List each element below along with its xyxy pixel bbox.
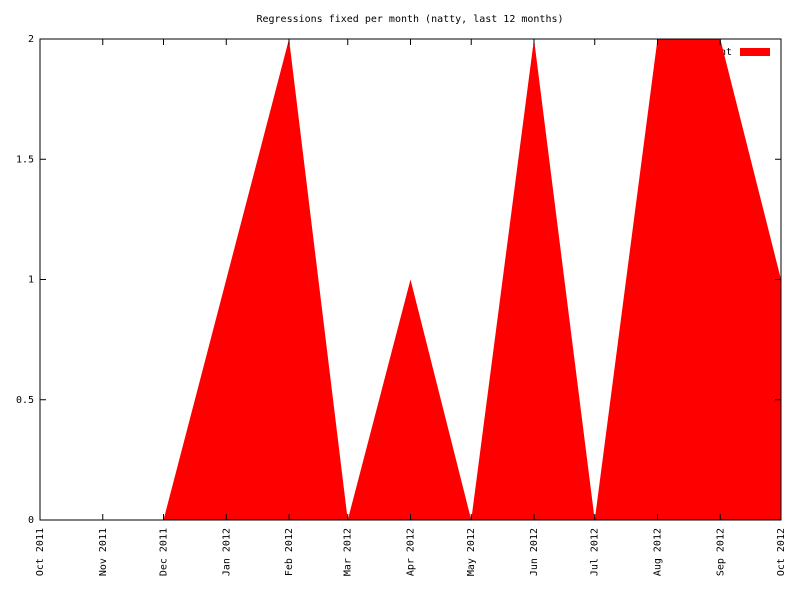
x-tick-label: Oct 2012 [776,528,787,576]
x-tick-label: Aug 2012 [653,528,664,576]
x-tick-label: Feb 2012 [284,528,295,576]
x-tick-label: Sep 2012 [715,528,726,576]
x-tick-label: Nov 2011 [98,528,109,576]
area [40,39,781,520]
legend-swatch [740,48,770,56]
x-tick-label: Apr 2012 [406,528,417,576]
x-tick-label: Jul 2012 [590,528,601,576]
x-tick-label: Jun 2012 [529,528,540,576]
x-tick-label: Dec 2011 [159,528,170,576]
y-tick-label: 2 [28,34,34,45]
y-tick-label: 1 [28,275,34,286]
x-tick-label: May 2012 [466,528,477,576]
chart-title: Regressions fixed per month (natty, last… [256,14,563,25]
x-tick-label: Oct 2011 [35,528,46,576]
y-tick-label: 0 [28,515,34,526]
x-tick-label: Mar 2012 [343,528,354,576]
y-tick-label: 1.5 [16,154,34,165]
y-tick-label: 0.5 [16,395,34,406]
x-tick-label: Jan 2012 [221,528,232,576]
